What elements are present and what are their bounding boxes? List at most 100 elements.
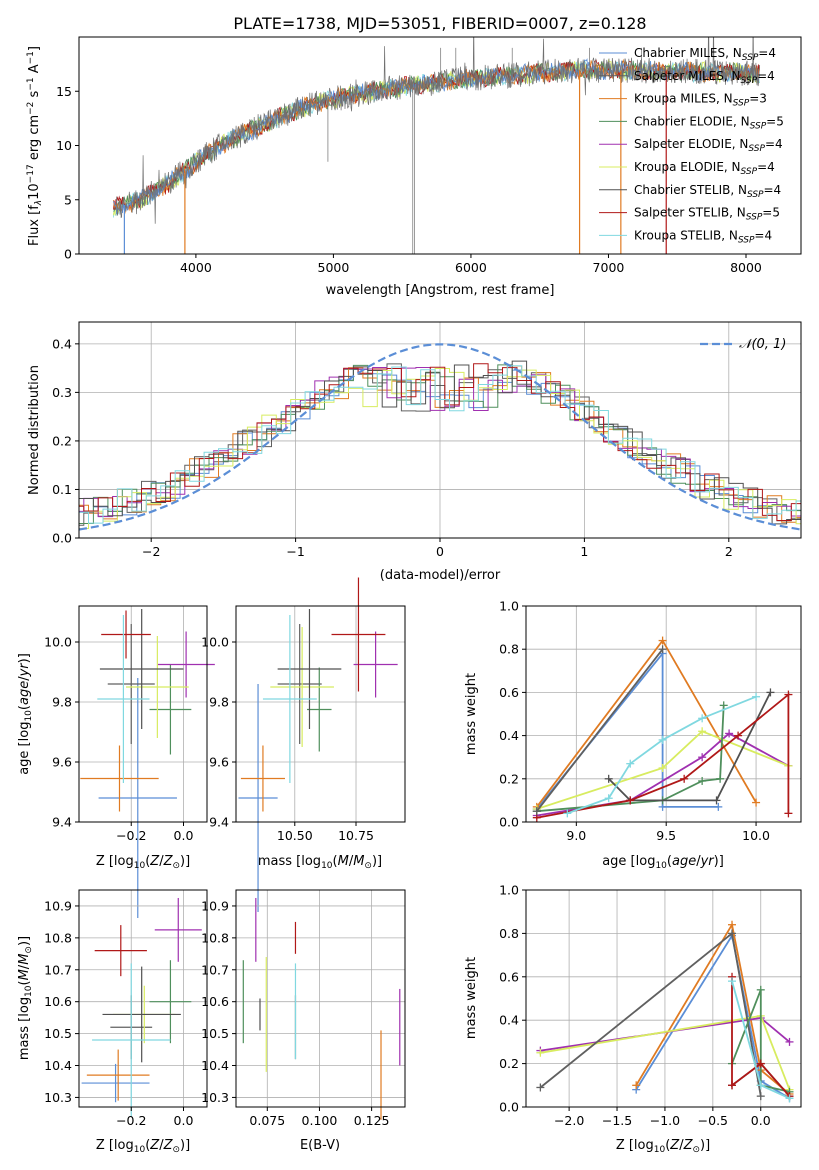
x-tick-label: 1 bbox=[580, 544, 588, 559]
label-part: Z [log bbox=[96, 1138, 134, 1153]
legend-value: =4 bbox=[754, 228, 772, 242]
y-tick-label: 0.6 bbox=[499, 969, 519, 984]
errorbar-panel-2: −0.2 0.09.49.69.810.0Z [log10(Z/Z⊙)]age [… bbox=[17, 605, 215, 918]
label-part: / bbox=[159, 1138, 164, 1153]
legend-subscript: SSP bbox=[746, 213, 763, 223]
label-part: ( bbox=[17, 705, 32, 710]
legend-text: Salpeter STELIB, N bbox=[634, 206, 746, 220]
legend-subscript: SSP bbox=[741, 76, 758, 86]
x-axis-label: wavelength [Angstrom, rest frame] bbox=[326, 283, 555, 298]
y-tick-label: 10.4 bbox=[201, 1058, 229, 1073]
label-part: age [log bbox=[602, 854, 655, 869]
x-axis-label: age [log10(age/yr)] bbox=[602, 854, 724, 871]
legend-value: =4 bbox=[758, 46, 776, 60]
legend-label: 𝒩(0, 1) bbox=[739, 337, 786, 352]
figure-title: PLATE=1738, MJD=53051, FIBERID=0007, z=0… bbox=[233, 14, 646, 33]
legend-text: Chabrier MILES, N bbox=[634, 46, 742, 60]
y-tick-label: 10.6 bbox=[201, 994, 229, 1009]
label-part: / bbox=[17, 964, 32, 969]
y-label-part: −17 bbox=[26, 164, 36, 183]
y-axis-label: mass weight bbox=[464, 673, 479, 755]
x-axis-label: Z [log10(Z/Z⊙)] bbox=[96, 1138, 190, 1155]
x-tick-label: −2 bbox=[142, 544, 160, 559]
legend-text: Kroupa STELIB, N bbox=[634, 228, 738, 242]
y-label-part: −1 bbox=[26, 77, 36, 90]
series-kroupa_stelib bbox=[566, 695, 757, 815]
legend-text: Chabrier ELODIE, N bbox=[634, 114, 750, 128]
legend-value: =4 bbox=[764, 183, 782, 197]
legend-subscript: SSP bbox=[738, 235, 755, 245]
label-part: / bbox=[679, 1138, 684, 1153]
axes-frame bbox=[525, 605, 802, 823]
label-part: ( bbox=[145, 1138, 150, 1153]
y-label-part: 10 bbox=[27, 183, 42, 200]
y-label-part: ] bbox=[27, 46, 42, 51]
label-part: 10 bbox=[24, 985, 34, 997]
y-tick-label: 9.6 bbox=[52, 755, 72, 770]
label-part: 10 bbox=[654, 1145, 666, 1155]
legend-subscript: SSP bbox=[742, 53, 759, 63]
x-tick-label: 9.5 bbox=[656, 828, 676, 843]
legend-label: Kroupa ELODIE, NSSP=4 bbox=[634, 160, 775, 177]
y-tick-label: 10.3 bbox=[44, 1090, 72, 1105]
y-axis-label: mass [log10(M/M⊙)] bbox=[17, 936, 34, 1060]
series-salpeter_miles bbox=[536, 648, 664, 812]
legend-label: Chabrier STELIB, NSSP=4 bbox=[634, 183, 781, 200]
axes-frame bbox=[525, 889, 802, 1108]
y-tick-label: 0.1 bbox=[52, 482, 72, 497]
label-part: / bbox=[696, 854, 701, 869]
spectrum-lines bbox=[113, 37, 761, 254]
y-label-part: λ bbox=[34, 200, 44, 206]
x-axis-label: Z [log10(Z/Z⊙)] bbox=[616, 1138, 710, 1155]
label-part: Z bbox=[163, 854, 174, 869]
label-part: M bbox=[17, 954, 32, 965]
y-axis-label: Normed distribution bbox=[27, 365, 42, 495]
y-tick-label: 10.7 bbox=[201, 962, 229, 977]
legend-subscript: SSP bbox=[741, 167, 758, 177]
x-tick-label: 9.0 bbox=[566, 828, 586, 843]
axes-frame bbox=[235, 605, 406, 823]
label-part: age [log bbox=[17, 722, 32, 775]
x-tick-label: −0.2 bbox=[116, 828, 146, 843]
legend-value: =3 bbox=[749, 92, 767, 106]
massweight-panel-4: 9.0 9.5 10.0 0.0 0.2 0.4 0.6 0.8 1.0 mass weight a… bbox=[464, 599, 802, 871]
legend-text: Kroupa MILES, N bbox=[634, 92, 733, 106]
legend-value: =5 bbox=[762, 206, 780, 220]
axes-frame bbox=[235, 889, 406, 1108]
legend-subscript: SSP bbox=[750, 121, 767, 131]
x-tick-label: 0.100 bbox=[302, 1113, 338, 1128]
x-tick-label: 5000 bbox=[318, 260, 350, 275]
y-label-part: A bbox=[27, 64, 42, 77]
legend-label: Kroupa STELIB, NSSP=4 bbox=[634, 228, 772, 245]
y-tick-label: 10.3 bbox=[201, 1090, 229, 1105]
y-tick-label: 0.0 bbox=[499, 815, 519, 830]
x-tick-label: 0.075 bbox=[249, 1113, 285, 1128]
legend-value: =4 bbox=[757, 160, 775, 174]
legend-label: Chabrier MILES, NSSP=4 bbox=[634, 46, 776, 63]
label-part: Z bbox=[683, 1138, 694, 1153]
label-part: )] bbox=[714, 854, 724, 869]
y-tick-label: 0.0 bbox=[52, 531, 72, 546]
label-part: )] bbox=[700, 1138, 710, 1153]
x-tick-label: −0.2 bbox=[116, 1113, 146, 1128]
legend-label: Salpeter ELODIE, NSSP=4 bbox=[634, 137, 783, 154]
label-part: Z bbox=[163, 1138, 174, 1153]
y-tick-label: 9.4 bbox=[52, 815, 72, 830]
y-tick-label: 10.9 bbox=[201, 898, 229, 913]
massweight-panel-7: −2.0 −1.5 −1.0 −0.5 0.0 0.0 0.2 0.4 0.6 0.8 1.0 mas… bbox=[464, 883, 802, 1155]
normal-curve bbox=[79, 343, 801, 531]
legend-value: =5 bbox=[766, 114, 784, 128]
observed-spectrum bbox=[115, 37, 761, 224]
label-part: ( bbox=[665, 1138, 670, 1153]
y-axis-label: age [log10(age/yr)] bbox=[17, 653, 34, 775]
label-part: 10 bbox=[134, 861, 146, 871]
x-tick-label: 10.0 bbox=[742, 828, 770, 843]
label-part: 10 bbox=[655, 861, 667, 871]
label-part: )] bbox=[17, 936, 32, 946]
histogram-chabrier_stelib bbox=[79, 360, 801, 525]
x-tick-label: 10.50 bbox=[277, 828, 313, 843]
legend-subscript: SSP bbox=[733, 99, 750, 109]
legend-value: =4 bbox=[757, 69, 775, 83]
y-tick-label: 10.5 bbox=[201, 1026, 229, 1041]
x-tick-label: −1 bbox=[286, 544, 304, 559]
